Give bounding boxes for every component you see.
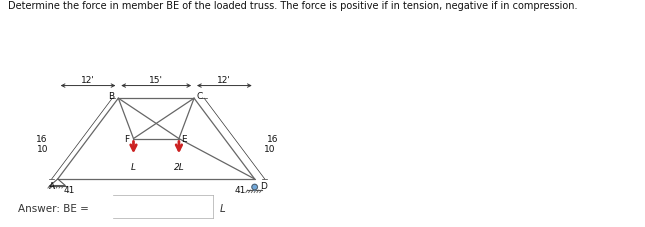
Text: i: i: [95, 200, 99, 213]
Text: B: B: [108, 92, 114, 101]
Text: 41: 41: [234, 185, 246, 194]
Text: 16: 16: [266, 134, 278, 143]
Text: Answer: BE =: Answer: BE =: [18, 203, 89, 213]
Text: L: L: [131, 163, 136, 172]
Text: D: D: [260, 181, 266, 190]
Text: 16: 16: [36, 134, 47, 143]
Text: 12': 12': [81, 75, 95, 84]
Text: 41: 41: [64, 185, 75, 194]
Text: 2L: 2L: [174, 163, 184, 172]
Text: F: F: [124, 134, 130, 143]
Text: 15': 15': [149, 75, 163, 84]
Text: L: L: [219, 203, 225, 213]
Text: 12': 12': [217, 75, 232, 84]
Text: Determine the force in member BE of the loaded truss. The force is positive if i: Determine the force in member BE of the …: [8, 1, 577, 11]
Text: 10: 10: [37, 145, 48, 153]
Text: E: E: [181, 134, 187, 143]
Text: C: C: [197, 92, 203, 101]
Circle shape: [252, 185, 257, 190]
Text: A: A: [49, 181, 55, 190]
Text: 10: 10: [264, 145, 275, 153]
